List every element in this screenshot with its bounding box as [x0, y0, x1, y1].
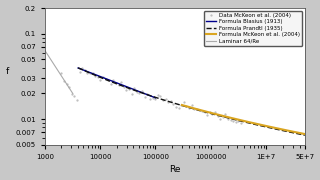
- Formula Prandtl (1935): [211, 113, 215, 115]
- Line: Laminar 64/Re: Laminar 64/Re: [45, 50, 73, 93]
- Laminar 64/Re: [71, 92, 75, 94]
- Formula McKeon et al. (2004): [229, 117, 233, 119]
- Line: Data McKeon et al. (2004): Data McKeon et al. (2004): [60, 67, 242, 124]
- Data McKeon et al. (2004): [161, 99, 165, 101]
- X-axis label: Re: Re: [169, 165, 180, 174]
- Formula Blasius (1913): [154, 97, 157, 99]
- Legend: Data McKeon et al. (2004), Formula Blasius (1913), Formula Prandtl (1935), Formu: Data McKeon et al. (2004), Formula Blasi…: [204, 11, 302, 46]
- Formula Blasius (1913): [122, 85, 126, 87]
- Laminar 64/Re: [55, 68, 59, 71]
- Formula Prandtl (1935): [298, 133, 301, 135]
- Y-axis label: f: f: [5, 68, 9, 76]
- Formula Prandtl (1935): [199, 110, 203, 112]
- Formula McKeon et al. (2004): [257, 123, 261, 125]
- Formula Blasius (1913): [76, 67, 80, 69]
- Data McKeon et al. (2004): [85, 72, 89, 74]
- Data McKeon et al. (2004): [239, 122, 243, 124]
- Formula Blasius (1913): [122, 85, 126, 87]
- Line: Formula Prandtl (1935): Formula Prandtl (1935): [78, 68, 305, 135]
- Formula Prandtl (1935): [303, 134, 307, 136]
- Formula Prandtl (1935): [184, 105, 188, 108]
- Formula McKeon et al. (2004): [180, 104, 184, 106]
- Formula Blasius (1913): [141, 92, 145, 94]
- Formula McKeon et al. (2004): [269, 126, 273, 128]
- Formula Prandtl (1935): [185, 106, 189, 108]
- Line: Formula Blasius (1913): Formula Blasius (1913): [78, 68, 156, 98]
- Data McKeon et al. (2004): [80, 67, 84, 69]
- Data McKeon et al. (2004): [60, 72, 63, 74]
- Formula Prandtl (1935): [262, 125, 266, 128]
- Data McKeon et al. (2004): [216, 115, 220, 117]
- Laminar 64/Re: [60, 75, 63, 77]
- Data McKeon et al. (2004): [213, 111, 217, 113]
- Data McKeon et al. (2004): [104, 78, 108, 80]
- Line: Formula McKeon et al. (2004): Formula McKeon et al. (2004): [182, 105, 305, 134]
- Formula Prandtl (1935): [76, 67, 80, 69]
- Formula Blasius (1913): [146, 94, 150, 96]
- Formula McKeon et al. (2004): [195, 108, 199, 110]
- Formula McKeon et al. (2004): [303, 133, 307, 135]
- Laminar 64/Re: [68, 87, 71, 90]
- Formula McKeon et al. (2004): [269, 126, 273, 128]
- Laminar 64/Re: [61, 77, 65, 79]
- Laminar 64/Re: [43, 49, 47, 51]
- Laminar 64/Re: [60, 75, 64, 78]
- Formula Blasius (1913): [124, 85, 127, 87]
- Data McKeon et al. (2004): [117, 84, 121, 86]
- Laminar 64/Re: [62, 79, 66, 81]
- Formula Blasius (1913): [76, 67, 80, 69]
- Formula McKeon et al. (2004): [220, 115, 224, 117]
